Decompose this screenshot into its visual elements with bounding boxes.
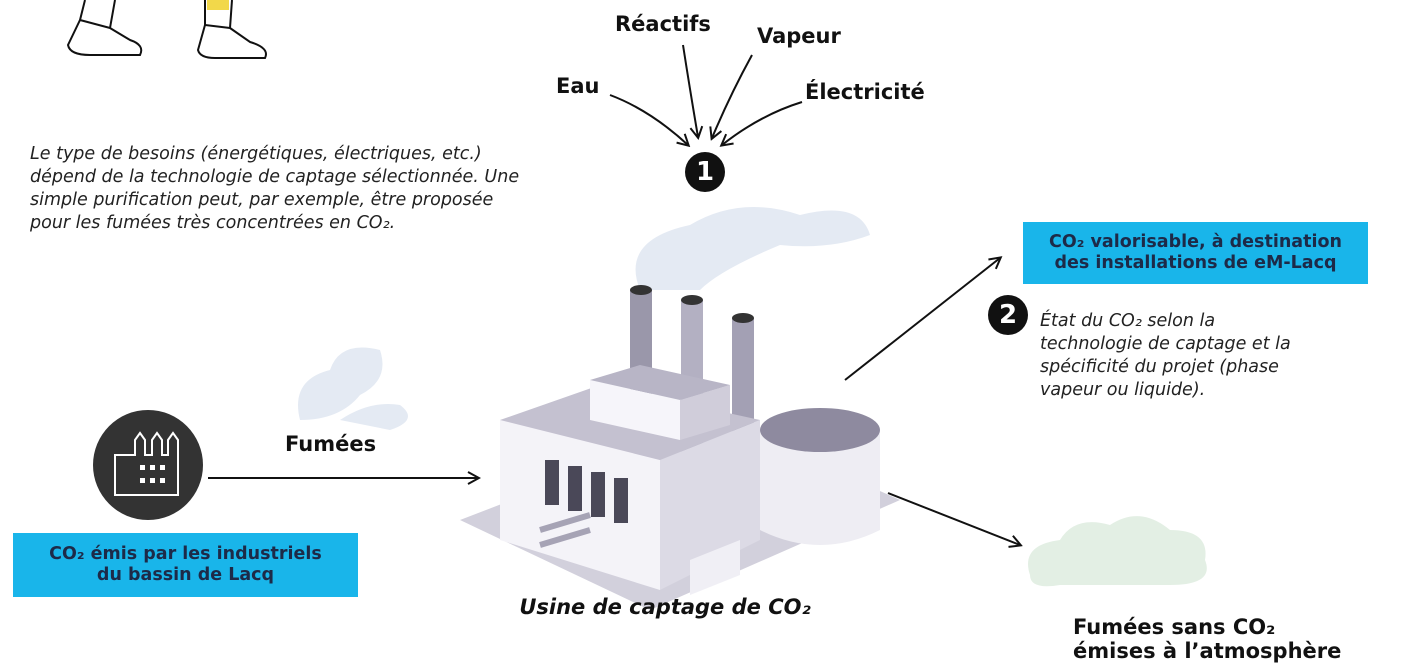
note-line: État du CO₂ selon la xyxy=(1040,310,1291,333)
output-line: Fumées sans CO₂ xyxy=(1073,615,1341,639)
flow-label: Fumées xyxy=(285,432,376,456)
legs xyxy=(68,0,266,58)
note-line: simple purification peut, par exemple, ê… xyxy=(30,189,519,212)
input-label: Électricité xyxy=(805,80,925,104)
label-box: CO₂ valorisable, à destination des insta… xyxy=(1023,222,1368,284)
input-label: Réactifs xyxy=(615,12,711,36)
box-line: CO₂ émis par les industriels xyxy=(13,544,358,565)
note: État du CO₂ selon la technologie de capt… xyxy=(1040,310,1291,402)
page: Eau Réactifs Vapeur Électricité 1 Le typ… xyxy=(0,0,1407,665)
output-label: Fumées sans CO₂ émises à l’atmosphère xyxy=(1073,615,1341,663)
note-line: pour les fumées très concentrées en CO₂. xyxy=(30,212,519,235)
cloud xyxy=(1028,516,1207,586)
note-line: spécificité du projet (phase xyxy=(1040,356,1291,379)
box-line: du bassin de Lacq xyxy=(13,565,358,586)
label-box: CO₂ émis par les industriels du bassin d… xyxy=(13,533,358,597)
box-line: CO₂ valorisable, à destination xyxy=(1023,232,1368,253)
note-line: technologie de captage et la xyxy=(1040,333,1291,356)
note-line: dépend de la technologie de captage séle… xyxy=(30,166,519,189)
factory-icon xyxy=(93,410,203,520)
plant-label: Usine de captage de CO₂ xyxy=(500,595,830,619)
output-line: émises à l’atmosphère xyxy=(1073,639,1341,663)
step-badge: 1 xyxy=(685,152,725,192)
note-line: vapeur ou liquide). xyxy=(1040,379,1291,402)
box-line: des installations de eM-Lacq xyxy=(1023,253,1368,274)
note: Le type de besoins (énergétiques, électr… xyxy=(30,143,519,235)
step-badge: 2 xyxy=(988,295,1028,335)
input-label: Vapeur xyxy=(757,24,841,48)
factory xyxy=(460,285,900,610)
note-line: Le type de besoins (énergétiques, électr… xyxy=(30,143,519,166)
input-label: Eau xyxy=(556,74,599,98)
